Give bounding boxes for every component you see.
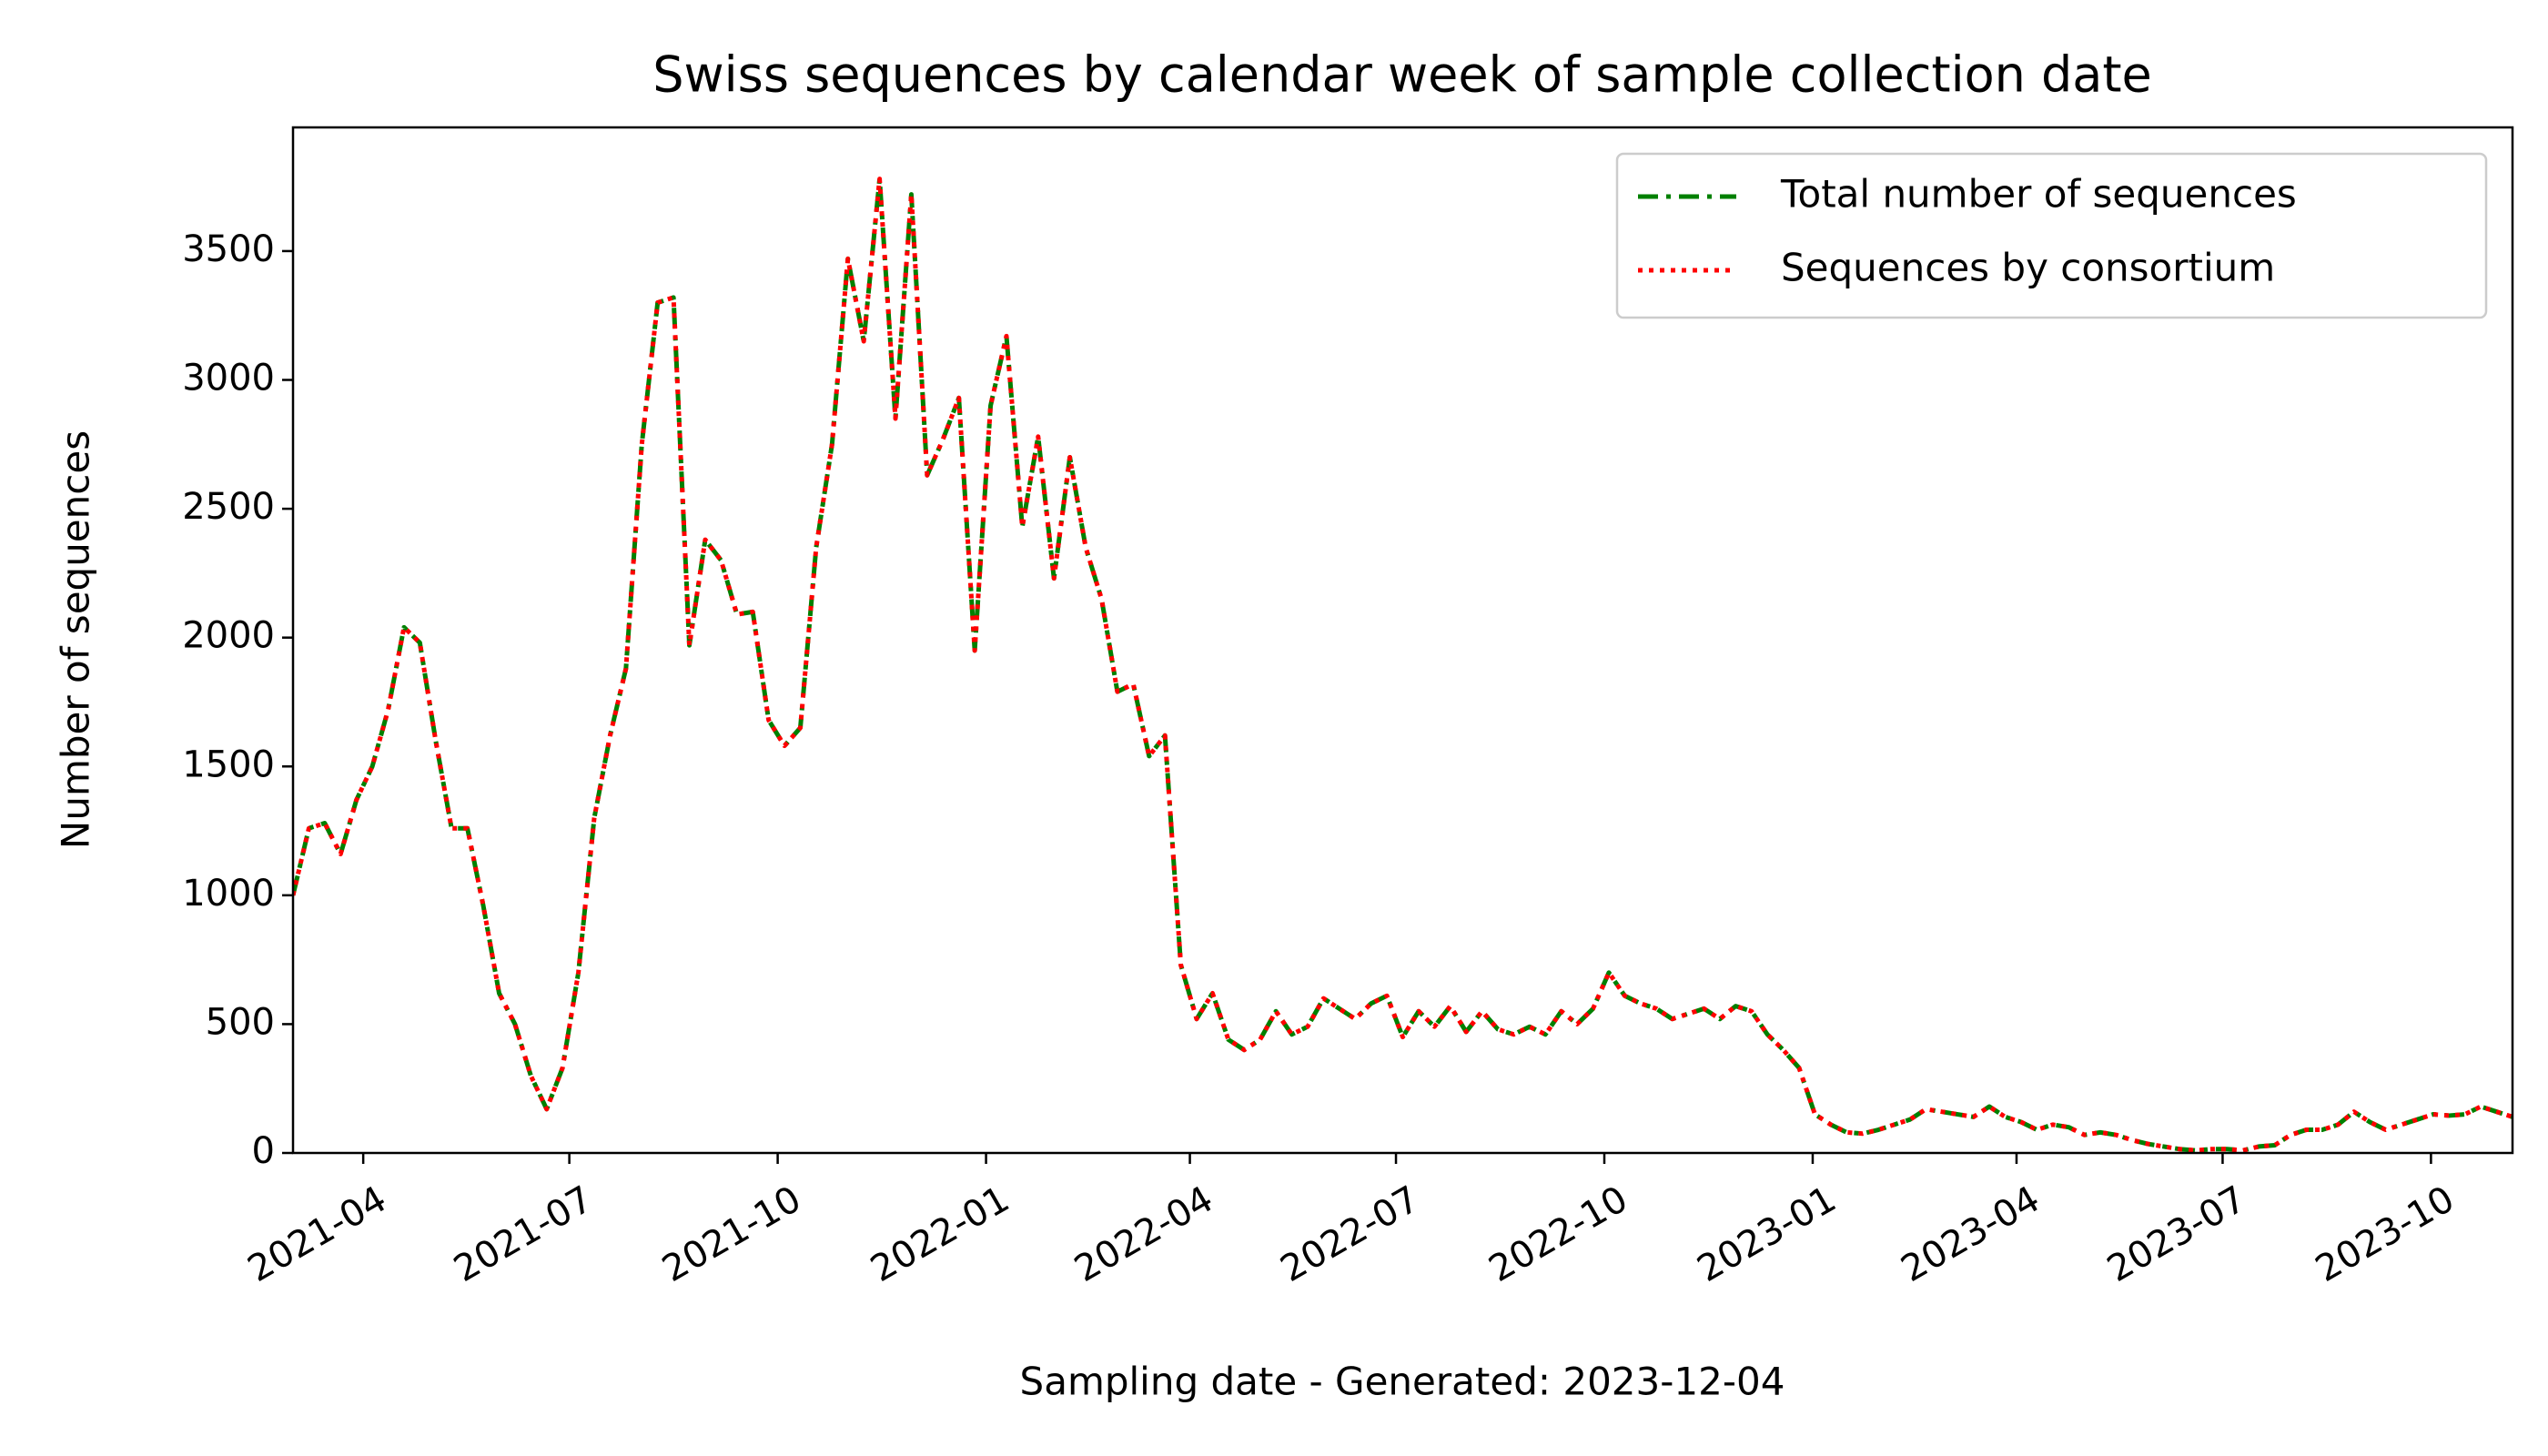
series-line bbox=[293, 177, 2513, 1153]
y-tick-label: 3500 bbox=[182, 228, 275, 270]
x-tick-label: 2021-07 bbox=[447, 1178, 600, 1290]
x-tick-label: 2022-07 bbox=[1274, 1178, 1427, 1290]
x-tick-label: 2023-04 bbox=[1895, 1178, 2048, 1290]
x-tick-label: 2022-04 bbox=[1067, 1178, 1220, 1290]
y-tick-label: 1000 bbox=[182, 873, 275, 915]
legend-label: Total number of sequences bbox=[1780, 172, 2297, 217]
x-tick-label: 2022-01 bbox=[864, 1178, 1016, 1290]
x-tick-label: 2021-04 bbox=[241, 1178, 394, 1290]
axes-frame bbox=[291, 126, 2514, 1155]
x-axis-label: Sampling date - Generated: 2023-12-04 bbox=[1020, 1360, 1785, 1404]
plot-area bbox=[293, 177, 2513, 1153]
y-tick-label: 1500 bbox=[182, 743, 275, 785]
series-line bbox=[293, 177, 2513, 1153]
y-tick-label: 2000 bbox=[182, 615, 275, 657]
x-tick-label: 2023-10 bbox=[2309, 1178, 2462, 1290]
y-tick-label: 2500 bbox=[182, 486, 275, 528]
y-tick-label: 0 bbox=[252, 1130, 275, 1172]
x-tick-label: 2022-10 bbox=[1482, 1178, 1635, 1290]
legend-label: Sequences by consortium bbox=[1781, 246, 2275, 290]
y-tick-label: 3000 bbox=[182, 358, 275, 399]
x-tick-label: 2021-10 bbox=[655, 1178, 808, 1290]
chart-title: Swiss sequences by calendar week of samp… bbox=[652, 46, 2152, 104]
y-tick-label: 500 bbox=[206, 1001, 275, 1043]
x-tick-label: 2023-07 bbox=[2100, 1178, 2253, 1290]
legend-box bbox=[1615, 152, 2488, 319]
y-axis-label: Number of sequences bbox=[54, 430, 98, 849]
x-tick-label: 2023-01 bbox=[1691, 1178, 1844, 1290]
